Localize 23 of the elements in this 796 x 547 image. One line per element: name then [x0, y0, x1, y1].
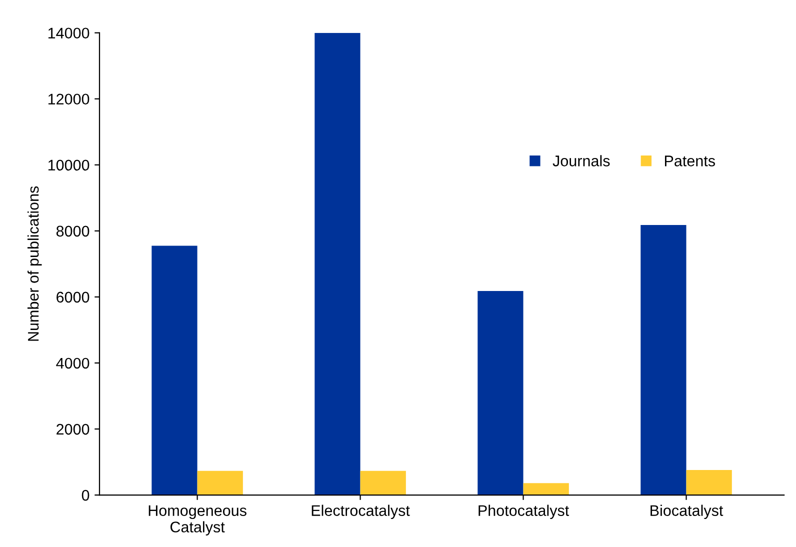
bar: [640, 224, 686, 496]
bar: [686, 470, 732, 496]
y-axis-title: Number of publications: [28, 186, 42, 341]
bar: [360, 470, 406, 496]
bar: [197, 470, 243, 496]
y-tick-label: 4000: [56, 358, 90, 369]
y-tick-label: 2000: [56, 424, 90, 435]
y-tick-label: 0: [82, 490, 90, 501]
x-tick-label: Photocatalyst: [478, 504, 570, 519]
y-tick-label: 6000: [56, 292, 90, 303]
x-tick-label: Homogeneous Catalyst: [148, 505, 246, 536]
y-tick-label: 8000: [56, 226, 90, 237]
y-tick-label: 12000: [48, 94, 90, 105]
x-tick-label: Biocatalyst: [650, 504, 724, 519]
bar: [152, 246, 198, 496]
bar: [523, 483, 569, 496]
y-tick-label: 10000: [48, 160, 90, 171]
bar: [314, 32, 360, 496]
x-tick-label: Electrocatalyst: [312, 504, 410, 519]
legend-label: Journals: [552, 155, 610, 166]
bar: [478, 291, 524, 496]
legend-label: Patents: [664, 156, 715, 166]
y-tick-label: 14000: [48, 28, 90, 39]
